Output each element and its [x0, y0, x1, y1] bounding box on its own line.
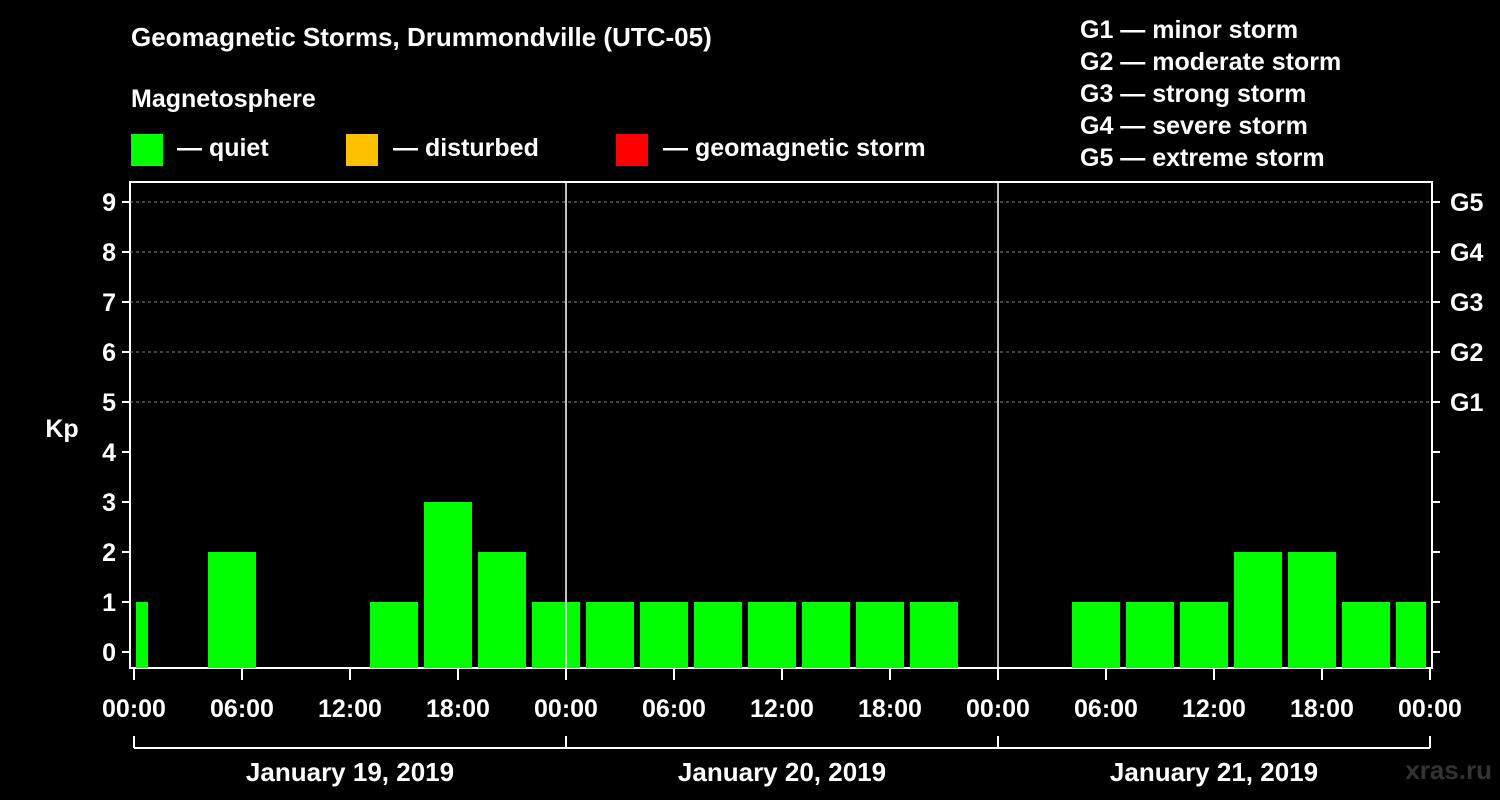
y-tick-label: 2: [102, 539, 116, 567]
storm-scale-g1: G1 — minor storm: [1080, 16, 1299, 44]
kp-bar: [694, 602, 742, 668]
storm-level-label: G2: [1450, 339, 1483, 367]
y-axis-label: Kp: [45, 415, 78, 443]
kp-bar: [1072, 602, 1120, 668]
y-tick-label: 3: [102, 489, 116, 517]
kp-bar: [1288, 552, 1336, 668]
kp-bar: [1396, 602, 1426, 668]
kp-bar: [424, 502, 472, 668]
x-tick-label: 18:00: [858, 695, 922, 723]
x-tick-label: 00:00: [1398, 695, 1462, 723]
kp-bar: [370, 602, 418, 668]
kp-bar: [640, 602, 688, 668]
y-tick-label: 5: [102, 389, 116, 417]
x-tick-label: 06:00: [1074, 695, 1138, 723]
x-tick-label: 00:00: [534, 695, 598, 723]
chart-title: Geomagnetic Storms, Drummondville (UTC-0…: [131, 22, 712, 52]
x-tick-label: 18:00: [426, 695, 490, 723]
kp-bar: [910, 602, 958, 668]
kp-bar: [586, 602, 634, 668]
x-tick-label: 00:00: [102, 695, 166, 723]
storm-scale-legend: G1 — minor storm G2 — moderate storm G3 …: [1080, 14, 1341, 174]
x-tick-label: 06:00: [642, 695, 706, 723]
x-tick-label: 00:00: [966, 695, 1030, 723]
y-tick-label: 9: [102, 189, 116, 217]
y-tick-label: 4: [102, 439, 116, 467]
storm-scale-g2: G2 — moderate storm: [1080, 48, 1342, 76]
kp-bar: [1180, 602, 1228, 668]
kp-bar: [1126, 602, 1174, 668]
day-label: January 21, 2019: [1110, 757, 1318, 787]
kp-bar: [802, 602, 850, 668]
storm-scale-g3: G3 — strong storm: [1080, 80, 1307, 108]
storm-level-label: G4: [1450, 239, 1483, 267]
storm-level-label: G1: [1450, 389, 1483, 417]
y-tick-label: 0: [102, 639, 116, 667]
watermark: xras.ru: [1405, 755, 1492, 785]
kp-bar: [1234, 552, 1282, 668]
legend-label-quiet: — quiet: [177, 134, 269, 162]
kp-bar: [856, 602, 904, 668]
legend-swatch-disturbed: [346, 134, 378, 166]
storm-scale-g5: G5 — extreme storm: [1080, 144, 1325, 172]
magnetosphere-heading: Magnetosphere: [131, 85, 316, 113]
kp-bar: [478, 552, 526, 668]
legend-label-disturbed: — disturbed: [393, 134, 539, 162]
legend-swatch-quiet: [131, 134, 163, 166]
storm-scale-g4: G4 — severe storm: [1080, 112, 1308, 140]
y-tick-label: 1: [102, 589, 116, 617]
x-tick-label: 18:00: [1290, 695, 1354, 723]
x-tick-label: 12:00: [1182, 695, 1246, 723]
y-tick-label: 7: [102, 289, 116, 317]
x-tick-label: 06:00: [210, 695, 274, 723]
day-label: January 19, 2019: [246, 757, 454, 787]
storm-level-label: G3: [1450, 289, 1483, 317]
legend-swatch-storm: [616, 134, 648, 166]
y-tick-label: 8: [102, 239, 116, 267]
kp-bar: [208, 552, 256, 668]
kp-bar: [1342, 602, 1390, 668]
x-tick-label: 12:00: [318, 695, 382, 723]
storm-level-label: G5: [1450, 189, 1483, 217]
kp-bar: [532, 602, 580, 668]
legend-label-storm: — geomagnetic storm: [663, 134, 926, 162]
y-tick-label: 6: [102, 339, 116, 367]
kp-bar: [136, 602, 148, 668]
kp-bar: [748, 602, 796, 668]
x-tick-label: 12:00: [750, 695, 814, 723]
day-label: January 20, 2019: [678, 757, 886, 787]
